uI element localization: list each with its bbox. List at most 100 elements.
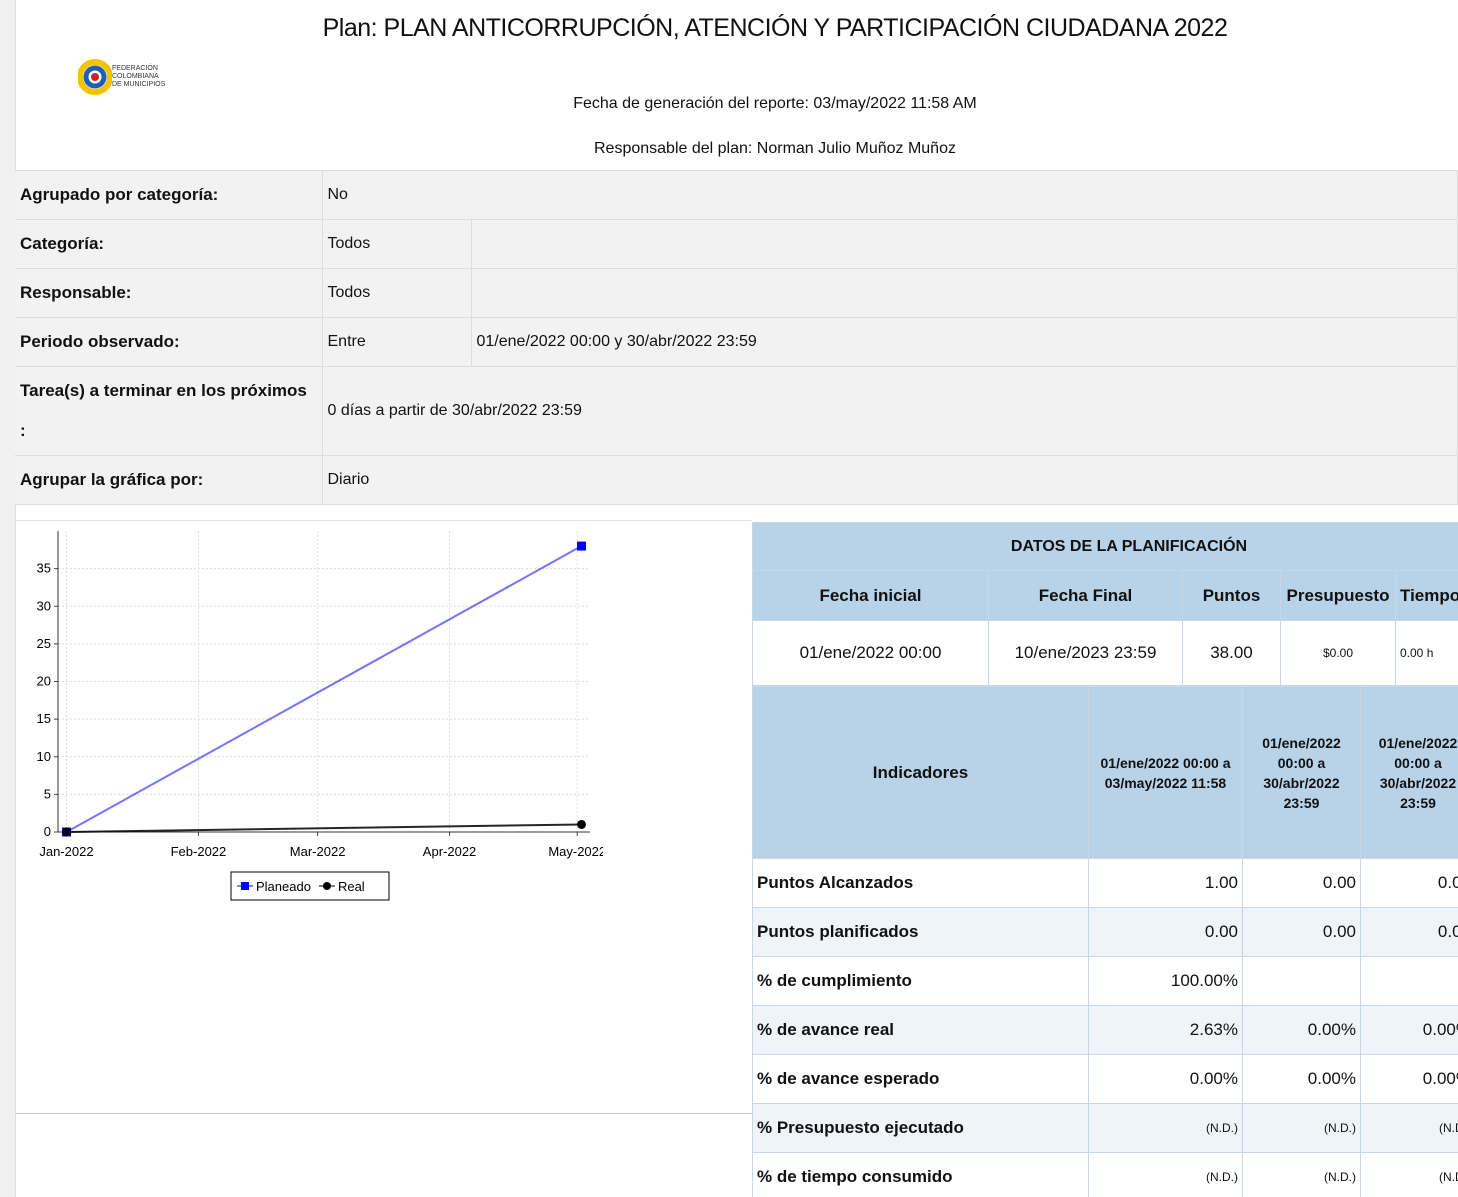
- indicator-label: Puntos planificados: [752, 907, 1089, 957]
- cell: 01/ene/2022 00:00: [752, 620, 989, 686]
- filter-key: Categoría:: [15, 219, 323, 269]
- period-header: 01/ene/2022 00:00 a 03/may/2022 11:58: [1088, 686, 1243, 859]
- legend-box: [230, 871, 390, 901]
- indicators-table: Indicadores 01/ene/2022 00:00 a 03/may/2…: [752, 686, 1458, 1197]
- filter-key: Periodo observado:: [15, 317, 323, 367]
- filter-value: 01/ene/2022 00:00 y 30/abr/2022 23:59: [471, 317, 1458, 367]
- y-tick-label: 35: [37, 561, 51, 576]
- marker: [576, 819, 586, 829]
- cell: 10/ene/2023 23:59: [988, 620, 1183, 686]
- indicator-row: % de cumplimiento 100.00%: [752, 956, 1458, 1006]
- cell: $0.00: [1280, 620, 1396, 686]
- indicator-value: 1.00: [1088, 858, 1243, 908]
- indicator-row: % de tiempo consumido(N.D.)(N.D.)(N.D.): [752, 1152, 1458, 1197]
- logo-ring: [91, 73, 99, 81]
- series-line: [66, 823, 582, 833]
- indicator-value: 2.63%: [1088, 1005, 1243, 1055]
- filter-value: Diario: [322, 455, 1458, 505]
- indicator-value: (N.D.): [1088, 1103, 1243, 1153]
- filter-key: Responsable:: [15, 268, 323, 318]
- indicator-empty: [1360, 956, 1458, 1006]
- filter-key: Agrupar la gráfica por:: [15, 455, 323, 505]
- indicator-value: 0.00%: [1088, 1054, 1243, 1104]
- filters: Agrupado por categoría: No Categoría: Todo…: [15, 170, 1458, 505]
- filter-empty: [471, 219, 1458, 269]
- filter-key: Agrupado por categoría:: [15, 170, 323, 220]
- planning-value-row: 01/ene/2022 00:00 10/ene/2023 23:59 38.0…: [752, 620, 1458, 686]
- x-tick-label: Feb-2022: [171, 844, 227, 859]
- chart: 0 5 10 15 20 25 30 35 Jan-2022 Feb-2022 Mar-2022 Ap…: [37, 531, 606, 901]
- indicator-value: (N.D.): [1242, 1103, 1361, 1153]
- y-tick-label: 25: [37, 636, 51, 651]
- filter-row: Agrupar la gráfica por: Diario: [15, 455, 1458, 505]
- planning-header-row: Fecha inicial Fecha Final Puntos Presupu…: [752, 570, 1458, 621]
- col-header: Tiempo: [1395, 570, 1458, 621]
- indicator-value: 100.00%: [1088, 956, 1243, 1006]
- indicator-value: 0.00%: [1360, 1005, 1458, 1055]
- logo-mark: [77, 59, 113, 95]
- title: Plan: PLAN ANTICORRUPCIÓN, ATENCIÓN Y PA…: [322, 14, 1228, 42]
- filter-value: Todos: [322, 219, 472, 269]
- indicator-value: 0.00: [1360, 907, 1458, 957]
- col-header: Fecha Final: [988, 570, 1183, 621]
- filter-value: Todos: [322, 268, 472, 318]
- indicator-value: (N.D.): [1242, 1152, 1361, 1197]
- indicator-value: (N.D.): [1360, 1103, 1458, 1153]
- filter-value: 0 días a partir de 30/abr/2022 23:59: [322, 366, 1458, 456]
- col-header: Presupuesto: [1280, 570, 1396, 621]
- filter-row: Tarea(s) a terminar en los próximos :0 d…: [15, 366, 1458, 456]
- indicator-value: 0.00: [1242, 907, 1361, 957]
- indicator-label: % Presupuesto ejecutado: [752, 1103, 1089, 1153]
- marker: [62, 827, 72, 837]
- planning: DATOS DE LA PLANIFICACIÓN Fecha inicial …: [752, 522, 1458, 1197]
- responsible: Responsable del plan: Norman Julio Muñoz…: [594, 140, 956, 157]
- legend-marker: [241, 882, 249, 890]
- x-tick-label: May-2022: [548, 844, 603, 859]
- legend-label: Planeado: [256, 879, 311, 894]
- filter-row: Agrupado por categoría: No: [15, 170, 1458, 220]
- logo-ring: [77, 59, 113, 95]
- chart-panel: 0 5 10 15 20 25 30 35 Jan-2022 Feb-2022 Mar-2022 Ap…: [15, 520, 752, 1114]
- x-tick-label: Mar-2022: [290, 844, 346, 859]
- indicator-empty: [1242, 956, 1361, 1006]
- indicator-value: 0.00: [1088, 907, 1243, 957]
- col-header: Fecha inicial: [752, 570, 989, 621]
- y-tick-label: 20: [37, 674, 51, 689]
- indicator-value: 0.00%: [1242, 1005, 1361, 1055]
- indicator-value: 0.00: [1242, 858, 1361, 908]
- filters-table: Agrupado por categoría: No Categoría: Todo…: [15, 170, 1458, 505]
- y-tick-label: 5: [44, 786, 51, 801]
- filter-key: Tarea(s) a terminar en los próximos :: [15, 366, 323, 456]
- planning-title: DATOS DE LA PLANIFICACIÓN: [752, 522, 1458, 571]
- marker: [576, 541, 586, 551]
- x-tick-label: Apr-2022: [423, 844, 476, 859]
- series-line: [66, 545, 582, 833]
- col-header: Puntos: [1182, 570, 1281, 621]
- indicator-label: % de tiempo consumido: [752, 1152, 1089, 1197]
- y-tick-label: 10: [37, 749, 51, 764]
- filter-row: Periodo observado: Entre 01/ene/2022 00:00…: [15, 317, 1458, 367]
- logo-text: FEDERACIÓN: [112, 65, 158, 72]
- y-tick-label: 15: [37, 711, 51, 726]
- planning-title-row: DATOS DE LA PLANIFICACIÓN: [752, 522, 1458, 571]
- indicator-row: % Presupuesto ejecutado(N.D.)(N.D.)(N.D.…: [752, 1103, 1458, 1153]
- filter-row: Categoría: Todos: [15, 219, 1458, 269]
- indicator-label: % de cumplimiento: [752, 956, 1089, 1006]
- indicator-value: (N.D.): [1088, 1152, 1243, 1197]
- report-date: Fecha de generación del reporte: 03/may/…: [573, 95, 977, 112]
- period-header: 01/ene/2022 00:00 a 30/abr/2022 23:59: [1360, 686, 1458, 859]
- period-header: 01/ene/2022 00:00 a 30/abr/2022 23:59: [1242, 686, 1361, 859]
- indicator-label: % de avance esperado: [752, 1054, 1089, 1104]
- y-tick-label: 0: [44, 824, 51, 839]
- filter-value: Entre: [322, 317, 472, 367]
- y-tick-label: 30: [37, 598, 51, 613]
- legend-marker: [322, 882, 331, 890]
- logo-text: COLOMBIANA: [112, 73, 159, 80]
- side-strip: [0, 0, 16, 1197]
- indicator-value: 0.00%: [1242, 1054, 1361, 1104]
